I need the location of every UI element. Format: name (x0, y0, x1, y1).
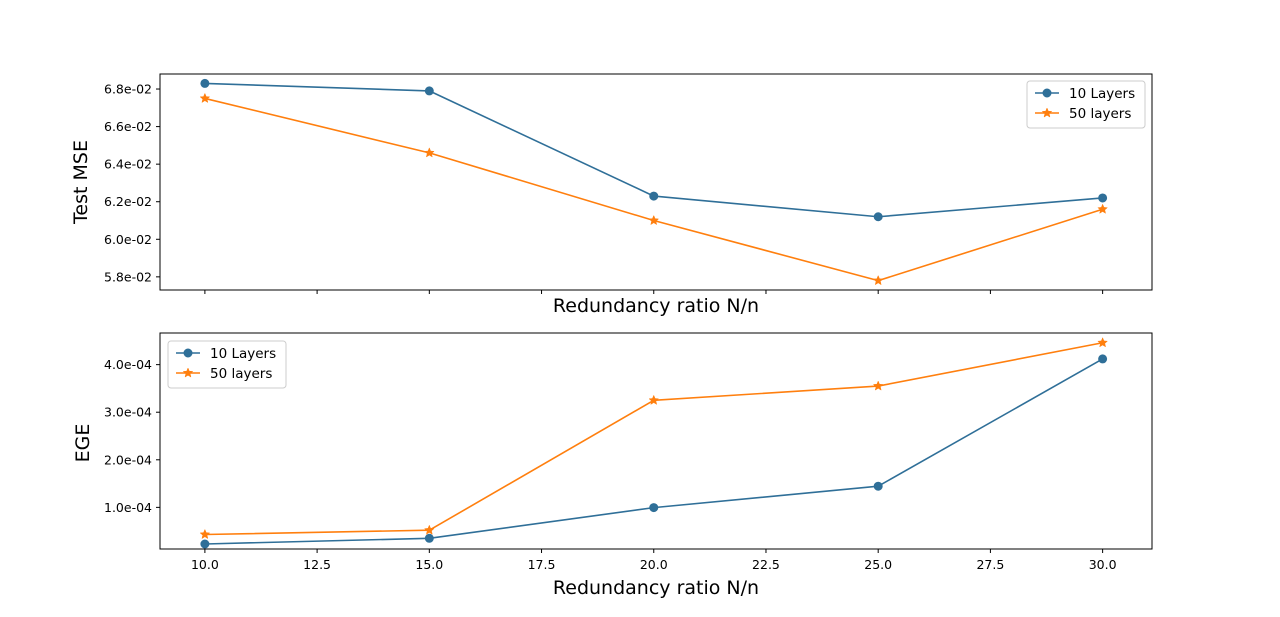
y-tick-label: 3.0e-04 (104, 405, 152, 420)
y-tick-label: 6.8e-02 (104, 82, 152, 97)
legend-entry: 50 layers (176, 366, 272, 382)
legend-marker-50-layers (1041, 107, 1053, 118)
x-tick-label: 27.5 (976, 557, 1004, 572)
data-point-10-layers (873, 212, 883, 222)
data-point-10-layers (649, 191, 659, 201)
data-point-10-layers (424, 86, 434, 96)
legend-marker-shape (183, 348, 193, 358)
legend-label-50-layers: 50 layers (210, 366, 272, 382)
data-point-50-layers (199, 92, 211, 103)
x-axis (204, 290, 1104, 294)
legend-marker-50-layers (182, 367, 194, 378)
plot-frame (159, 332, 1153, 550)
data-point-50-layers (1097, 337, 1108, 348)
y-tick-label: 5.8e-02 (104, 269, 152, 284)
x-tick-label: 25.0 (864, 557, 892, 572)
legend-marker-10-layers (1042, 88, 1052, 98)
y-tick-label: 1.0e-04 (104, 500, 152, 515)
legend-label-10-layers: 10 Layers (1069, 86, 1135, 102)
legend-entry: 10 Layers (1035, 86, 1135, 102)
x-tick-label: 17.5 (528, 557, 556, 572)
data-point-50-layers (648, 214, 660, 226)
legend-entry: 10 Layers (176, 346, 276, 362)
y-axis: 5.8e-02 6.0e-02 6.2e-02 6.4e-02 6.6e-02 6.8e-… (104, 82, 160, 284)
data-point-50-layers (423, 147, 435, 158)
y-tick-label: 6.4e-02 (104, 157, 152, 172)
data-point-10-layers (1098, 193, 1108, 203)
data-point-10-layers (873, 481, 883, 491)
plot-frame (159, 73, 1153, 291)
y-axis-title: Test MSE (70, 140, 92, 225)
data-point-50-layers (423, 524, 435, 535)
y-tick-label: 2.0e-04 (104, 452, 152, 467)
x-tick-label: 12.5 (303, 557, 331, 572)
x-axis-title: Redundancy ratio N/n (553, 577, 759, 599)
x-tick-label: 22.5 (752, 557, 780, 572)
y-tick-label: 6.6e-02 (104, 119, 152, 134)
data-point-50-layers (872, 274, 884, 286)
x-tick-label: 30.0 (1089, 557, 1117, 572)
subplot-top: 5.8e-02 6.0e-02 6.2e-02 6.4e-02 6.6e-02 6.8e-… (70, 73, 1153, 317)
legend-marker-10-layers (183, 348, 193, 358)
legend-label-10-layers: 10 Layers (210, 346, 276, 362)
data-point-10-layers (1098, 354, 1108, 364)
data-point-50-layers (199, 528, 211, 540)
y-tick-label: 6.0e-02 (104, 232, 152, 247)
legend: 10 Layers 50 layers (167, 340, 287, 389)
y-tick-label: 6.2e-02 (104, 194, 152, 209)
x-tick-label: 15.0 (415, 557, 443, 572)
data-point-50-layers (1097, 203, 1108, 214)
data-point-10-layers (424, 533, 434, 543)
y-axis: 1.0e-04 2.0e-04 3.0e-04 4.0e-04 (104, 357, 160, 515)
legend-marker-shape (1041, 107, 1053, 118)
legend-entry: 50 layers (1035, 106, 1131, 122)
x-axis-title: Redundancy ratio N/n (553, 295, 759, 317)
legend-marker-shape (182, 367, 194, 378)
legend: 10 Layers 50 layers (1026, 80, 1146, 129)
series-layer (199, 78, 1108, 286)
data-point-10-layers (200, 539, 210, 549)
series-layer (199, 337, 1108, 549)
x-axis: 10.0 12.5 15.0 17.5 20.0 22.5 25.0 27.5 30.0 (191, 549, 1117, 572)
x-tick-label: 10.0 (191, 557, 219, 572)
data-point-10-layers (649, 503, 659, 513)
subplot-bottom: 10.0 12.5 15.0 17.5 20.0 22.5 25.0 27.5 30.0 1.0… (72, 332, 1153, 599)
legend-marker-shape (1042, 88, 1052, 98)
data-point-50-layers (648, 394, 660, 405)
x-tick-label: 20.0 (640, 557, 668, 572)
y-axis-title: EGE (72, 424, 94, 463)
y-tick-label: 4.0e-04 (104, 357, 152, 372)
legend-label-50-layers: 50 layers (1069, 106, 1131, 122)
data-point-10-layers (200, 78, 210, 88)
data-point-50-layers (872, 380, 884, 391)
